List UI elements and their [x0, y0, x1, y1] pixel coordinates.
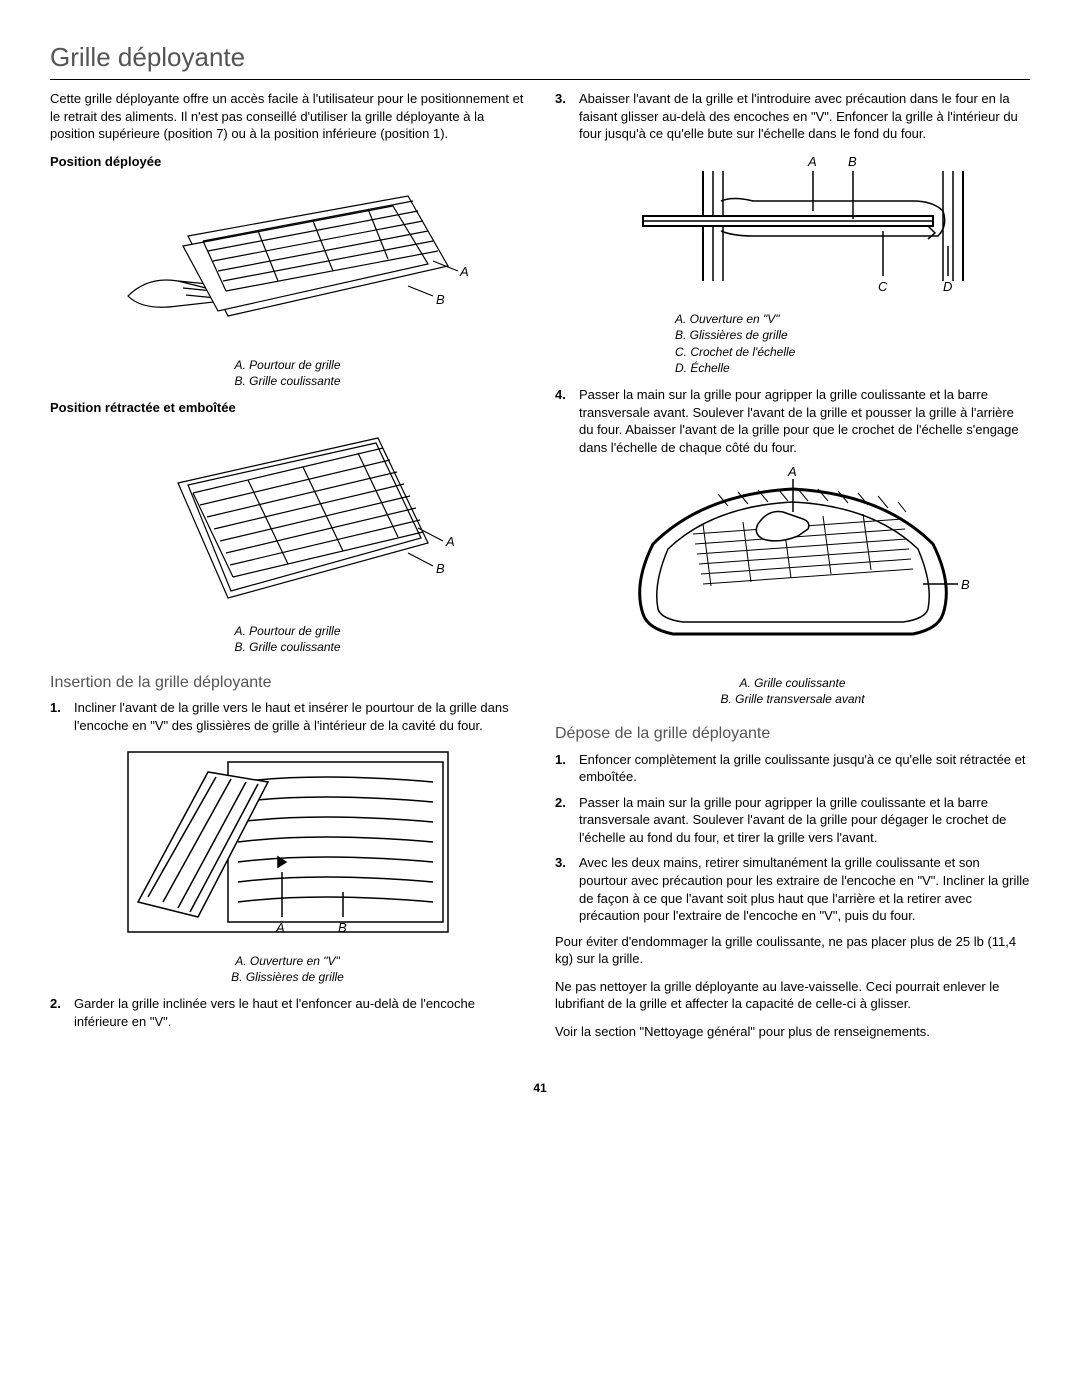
depose-step-1: 1. Enfoncer complètement la grille couli…	[555, 751, 1030, 786]
fig1-caption-a: A. Pourtour de grille	[234, 358, 340, 372]
fig1-caption-b: B. Grille coulissante	[234, 374, 340, 388]
step-text: Avec les deux mains, retirer simultanéme…	[579, 854, 1030, 924]
fig1-caption: A. Pourtour de grille B. Grille coulissa…	[50, 357, 525, 389]
insertion-step-3: 3. Abaisser l'avant de la grille et l'in…	[555, 90, 1030, 143]
step-text: Passer la main sur la grille pour agripp…	[579, 386, 1030, 456]
step-text: Enfoncer complètement la grille coulissa…	[579, 751, 1030, 786]
intro-text: Cette grille déployante offre un accès f…	[50, 90, 525, 143]
fig3-label-b: B	[338, 920, 347, 935]
step-number: 1.	[50, 699, 74, 734]
two-column-layout: Cette grille déployante offre un accès f…	[50, 90, 1030, 1050]
fig4-label-c: C	[878, 279, 888, 294]
depose-step-3: 3. Avec les deux mains, retirer simultan…	[555, 854, 1030, 924]
fig4-label-b: B	[848, 154, 857, 169]
step-text: Garder la grille inclinée vers le haut e…	[74, 995, 525, 1030]
step-number: 3.	[555, 90, 579, 143]
insertion-step-2: 2. Garder la grille inclinée vers le hau…	[50, 995, 525, 1030]
right-column: 3. Abaisser l'avant de la grille et l'in…	[555, 90, 1030, 1050]
fig2-label-b: B	[436, 561, 445, 576]
insertion-step-4: 4. Passer la main sur la grille pour agr…	[555, 386, 1030, 456]
depose-step-2: 2. Passer la main sur la grille pour agr…	[555, 794, 1030, 847]
fig3-caption: A. Ouverture en "V" B. Glissières de gri…	[50, 953, 525, 985]
fig1-label-b: B	[436, 292, 445, 307]
figure-2-retracted-rack: A B	[50, 423, 525, 618]
fig2-caption: A. Pourtour de grille B. Grille coulissa…	[50, 623, 525, 655]
fig5-caption-a: A. Grille coulissante	[739, 676, 845, 690]
page-title: Grille déployante	[50, 40, 1030, 80]
step-text: Passer la main sur la grille pour agripp…	[579, 794, 1030, 847]
fig5-caption: A. Grille coulissante B. Grille transver…	[555, 675, 1030, 707]
figure-3-oven-slots: A B	[50, 742, 525, 947]
fig2-caption-a: A. Pourtour de grille	[234, 624, 340, 638]
left-column: Cette grille déployante offre un accès f…	[50, 90, 525, 1050]
fig5-caption-b: B. Grille transversale avant	[720, 692, 864, 706]
weight-warning: Pour éviter d'endommager la grille couli…	[555, 933, 1030, 968]
insertion-step-1: 1. Incliner l'avant de la grille vers le…	[50, 699, 525, 734]
fig4-caption-a: A. Ouverture en "V"	[675, 312, 780, 326]
step-number: 2.	[50, 995, 74, 1030]
fig4-caption-d: D. Échelle	[675, 361, 730, 375]
fig4-label-d: D	[943, 279, 952, 294]
fig3-label-a: A	[275, 920, 285, 935]
fig2-caption-b: B. Grille coulissante	[234, 640, 340, 654]
insertion-section-title: Insertion de la grille déployante	[50, 672, 525, 694]
step-number: 3.	[555, 854, 579, 924]
depose-section-title: Dépose de la grille déployante	[555, 723, 1030, 745]
step-number: 1.	[555, 751, 579, 786]
fig1-label-a: A	[459, 264, 468, 279]
fig3-caption-b: B. Glissières de grille	[231, 970, 344, 984]
step-number: 4.	[555, 386, 579, 456]
step-number: 2.	[555, 794, 579, 847]
fig4-caption-c: C. Crochet de l'échelle	[675, 345, 795, 359]
page-number: 41	[50, 1080, 1030, 1096]
step-text: Abaisser l'avant de la grille et l'intro…	[579, 90, 1030, 143]
figure-4-side-view: A B C D	[555, 151, 1030, 306]
fig2-label-a: A	[445, 534, 455, 549]
fig4-caption-b: B. Glissières de grille	[675, 328, 788, 342]
figure-1-extended-rack: A B	[50, 176, 525, 351]
fig4-label-a: A	[807, 154, 817, 169]
fig5-label-b: B	[961, 577, 970, 592]
position-deployee-heading: Position déployée	[50, 153, 525, 171]
step-text: Incliner l'avant de la grille vers le ha…	[74, 699, 525, 734]
figure-5-top-view-grip: A B	[555, 464, 1030, 669]
fig5-label-a: A	[787, 464, 797, 479]
fig4-caption: A. Ouverture en "V" B. Glissières de gri…	[555, 311, 1030, 376]
dishwasher-warning: Ne pas nettoyer la grille déployante au …	[555, 978, 1030, 1013]
see-cleaning-section: Voir la section "Nettoyage général" pour…	[555, 1023, 1030, 1041]
position-retractee-heading: Position rétractée et emboîtée	[50, 399, 525, 417]
fig3-caption-a: A. Ouverture en "V"	[235, 954, 340, 968]
